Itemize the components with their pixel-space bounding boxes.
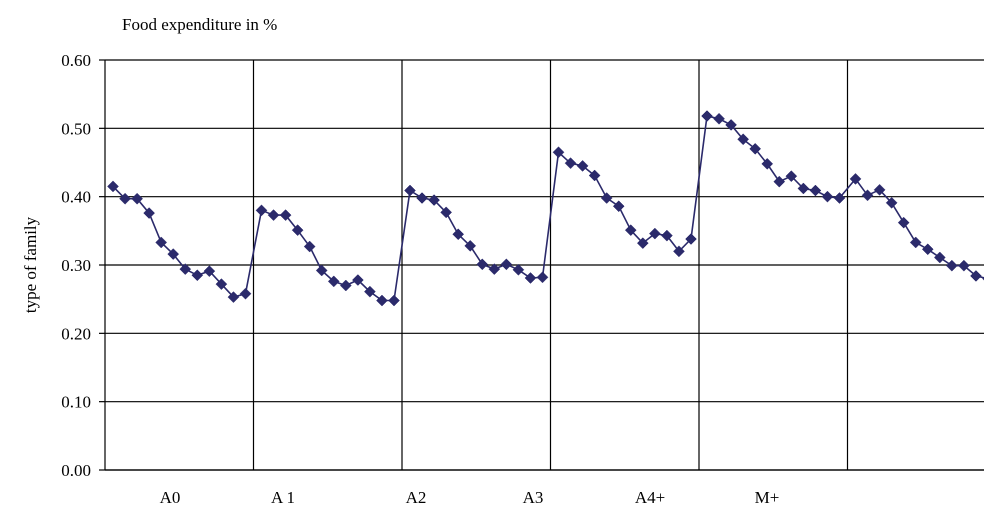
- data-point: [191, 269, 204, 282]
- data-point: [131, 192, 143, 205]
- data-point: [512, 263, 525, 276]
- data-point: [267, 209, 280, 221]
- data-point: [749, 142, 762, 155]
- data-point: [452, 228, 465, 241]
- data-point: [536, 271, 549, 284]
- data-point: [946, 259, 958, 272]
- grid: [99, 59, 984, 471]
- y-tick-label: 0.30: [61, 256, 91, 275]
- data-point: [636, 237, 649, 249]
- series: [107, 110, 984, 307]
- data-point: [107, 180, 119, 193]
- data-point: [143, 207, 155, 219]
- data-point: [873, 183, 886, 196]
- data-point: [785, 170, 798, 183]
- data-point: [921, 243, 934, 256]
- data-point: [428, 194, 440, 206]
- data-point: [833, 192, 846, 204]
- data-point: [215, 278, 228, 290]
- data-point: [970, 270, 982, 282]
- series-line: [112, 115, 984, 302]
- data-point: [227, 291, 240, 303]
- data-point: [440, 206, 452, 219]
- data-point: [255, 204, 268, 217]
- y-tick-label: 0.50: [61, 119, 91, 138]
- data-point: [303, 240, 316, 253]
- data-point: [564, 157, 577, 170]
- x-tick-label: A 1: [271, 488, 295, 507]
- data-point: [279, 209, 292, 221]
- y-tick-labels: 0.00 0.10 0.20 0.30 0.40 0.50 0.60: [61, 51, 91, 480]
- data-point: [649, 227, 661, 240]
- data-point: [327, 275, 340, 288]
- data-point: [339, 279, 352, 292]
- data-point: [685, 233, 697, 245]
- data-point: [600, 192, 613, 204]
- data-point: [488, 263, 501, 275]
- data-point: [897, 216, 910, 229]
- x-tick-label: A2: [406, 488, 427, 507]
- y-tick-label: 0.10: [61, 393, 91, 412]
- data-point: [849, 173, 862, 185]
- data-point: [119, 192, 131, 205]
- data-point: [612, 200, 625, 213]
- data-point: [821, 190, 834, 203]
- x-tick-labels: A0 A 1 A2 A3 A4+ M+: [160, 488, 780, 507]
- data-point: [552, 146, 565, 159]
- data-point: [239, 287, 252, 300]
- y-tick-label: 0.00: [61, 461, 91, 480]
- data-point: [673, 245, 685, 258]
- data-point: [155, 236, 168, 249]
- data-point: [737, 133, 749, 146]
- x-tick-label: A0: [160, 488, 181, 507]
- data-point: [809, 184, 822, 197]
- data-point: [315, 264, 328, 277]
- data-point: [524, 272, 537, 284]
- data-point: [364, 285, 376, 298]
- data-point: [291, 224, 304, 237]
- data-point: [933, 251, 946, 264]
- x-tick-label: A3: [523, 488, 544, 507]
- data-point: [388, 294, 400, 307]
- data-point: [588, 169, 601, 182]
- y-axis-label: type of family: [21, 216, 40, 313]
- data-point: [909, 236, 922, 249]
- data-point: [476, 258, 489, 271]
- data-point: [958, 259, 970, 272]
- data-point: [576, 160, 589, 172]
- data-point: [761, 158, 774, 170]
- data-point: [773, 175, 786, 188]
- data-point: [179, 263, 192, 275]
- data-point: [203, 265, 216, 278]
- data-point: [376, 294, 388, 307]
- y-tick-label: 0.40: [61, 188, 91, 207]
- x-tick-label: M+: [755, 488, 780, 507]
- data-point: [725, 119, 737, 131]
- data-point: [861, 189, 874, 202]
- data-point: [797, 182, 810, 195]
- data-point: [404, 184, 416, 197]
- data-point: [885, 196, 898, 209]
- x-tick-label: A4+: [635, 488, 665, 507]
- data-point: [713, 112, 725, 125]
- data-point: [416, 192, 428, 204]
- chart-title: Food expenditure in %: [122, 15, 277, 34]
- data-point: [661, 229, 673, 242]
- data-point: [624, 224, 637, 237]
- data-point: [167, 248, 180, 260]
- data-point: [500, 258, 513, 271]
- data-point: [464, 240, 477, 252]
- data-point: [352, 274, 364, 286]
- y-tick-label: 0.20: [61, 324, 91, 343]
- data-point: [701, 110, 713, 122]
- y-tick-label: 0.60: [61, 51, 91, 70]
